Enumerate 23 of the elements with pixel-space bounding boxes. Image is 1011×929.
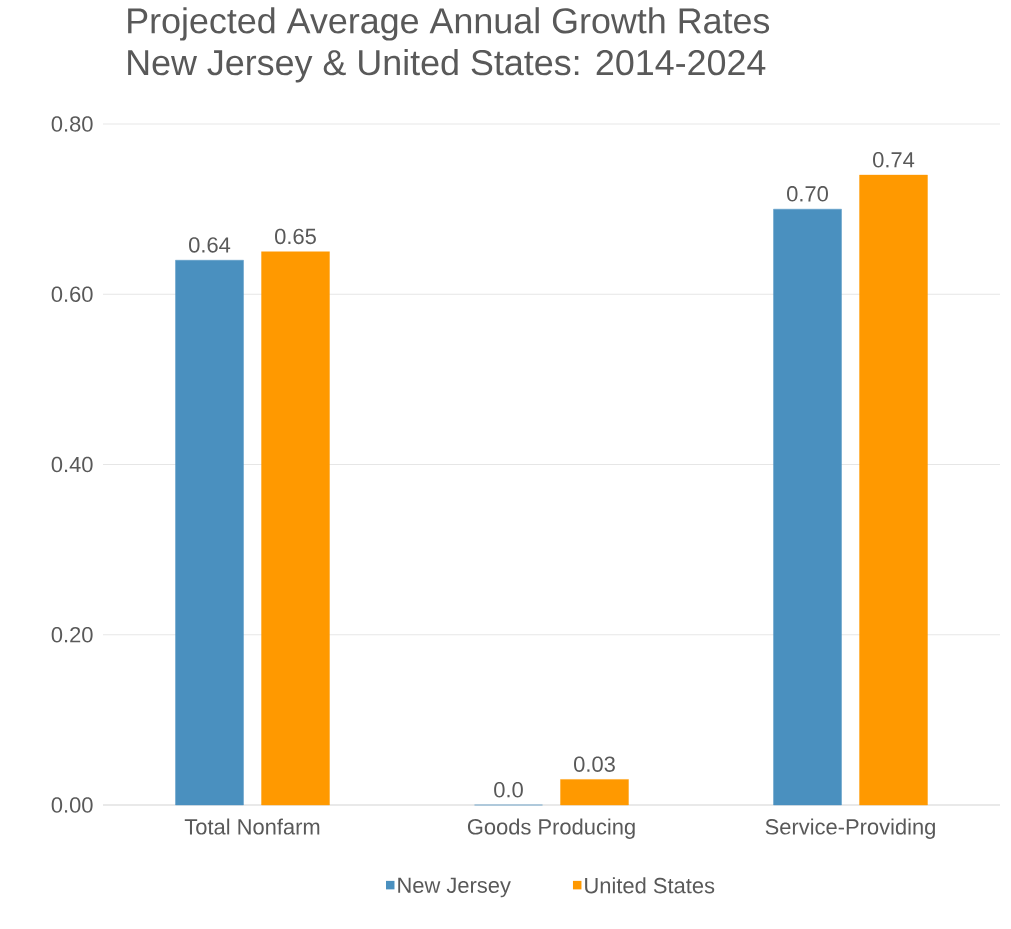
bar <box>175 260 244 806</box>
x-tick-label: Total Nonfarm <box>184 818 320 835</box>
bar <box>560 779 629 806</box>
data-label: 0.65 <box>275 228 316 245</box>
bar <box>773 208 842 806</box>
y-tick-label: 0.80 <box>51 116 93 132</box>
y-tick-label: 0.00 <box>51 797 93 813</box>
x-tick-label: Goods Producing <box>467 818 635 839</box>
bar <box>859 174 928 806</box>
y-tick-label: 0.40 <box>51 456 93 473</box>
legend-label: New Jersey <box>398 877 511 898</box>
x-tick-label: Service-Providing <box>765 818 935 839</box>
data-label: 0.03 <box>574 756 615 772</box>
y-tick-label: 0.20 <box>51 626 93 643</box>
y-tick-label: 0.60 <box>51 286 93 303</box>
data-label: 0.0 <box>494 781 523 798</box>
chart-subtitle: New Jersey & United States: 2014-2024 <box>128 49 766 83</box>
data-label: 0.64 <box>189 237 231 253</box>
data-label: 0.74 <box>873 152 915 168</box>
chart-title: Projected Average Annual Growth Rates <box>128 7 770 41</box>
bar <box>261 251 330 806</box>
data-label: 0.70 <box>787 186 828 202</box>
legend-label: United States <box>585 877 715 894</box>
